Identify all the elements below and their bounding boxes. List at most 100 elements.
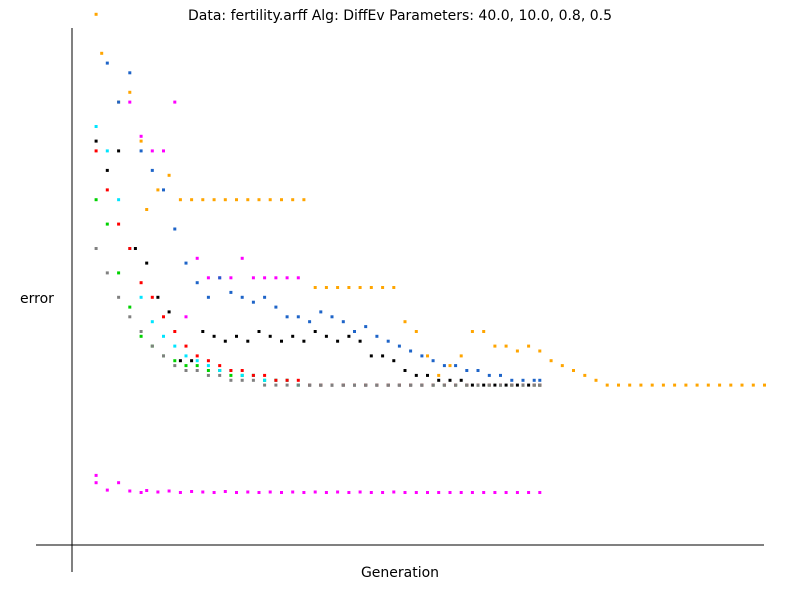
data-point xyxy=(167,310,171,314)
data-point xyxy=(105,61,109,65)
x-axis-label: Generation xyxy=(361,565,439,581)
data-point xyxy=(274,378,278,382)
data-point xyxy=(195,256,199,260)
data-point xyxy=(150,149,154,153)
data-point xyxy=(409,383,413,387)
data-point xyxy=(431,383,435,387)
data-point xyxy=(173,344,177,348)
data-point xyxy=(257,330,261,333)
data-point xyxy=(178,491,182,494)
data-point xyxy=(515,383,519,387)
data-point xyxy=(100,51,104,55)
data-point xyxy=(167,489,171,493)
data-point xyxy=(454,383,458,387)
data-point xyxy=(268,334,272,338)
data-point xyxy=(139,139,143,143)
data-point xyxy=(274,383,278,387)
data-point xyxy=(381,286,385,289)
data-point xyxy=(493,491,497,494)
data-point xyxy=(173,359,177,363)
data-point xyxy=(156,490,160,494)
data-point xyxy=(150,168,154,172)
data-point xyxy=(448,491,452,494)
data-point xyxy=(201,330,205,333)
data-point xyxy=(212,198,216,202)
data-point xyxy=(381,491,385,494)
data-point xyxy=(308,383,312,387)
data-point xyxy=(499,373,502,377)
data-point xyxy=(94,12,98,16)
data-point xyxy=(218,369,222,372)
data-point xyxy=(139,281,143,285)
data-point xyxy=(324,491,328,494)
data-point xyxy=(538,383,542,387)
data-point xyxy=(414,330,418,333)
data-point xyxy=(375,334,379,338)
data-point xyxy=(302,198,306,202)
data-point xyxy=(414,373,418,377)
data-point xyxy=(246,490,250,494)
data-point xyxy=(229,373,233,377)
data-point xyxy=(128,100,132,104)
data-point xyxy=(330,383,334,387)
data-point xyxy=(251,373,255,377)
data-point xyxy=(510,378,514,382)
data-point xyxy=(729,383,733,387)
data-point xyxy=(336,490,340,494)
data-point xyxy=(493,344,497,348)
data-point xyxy=(246,198,250,202)
data-point xyxy=(139,334,143,338)
data-point xyxy=(212,334,216,338)
data-point xyxy=(240,295,244,299)
data-point xyxy=(229,290,233,294)
data-point xyxy=(156,295,160,299)
data-point xyxy=(94,198,98,202)
data-point xyxy=(128,90,132,94)
data-point xyxy=(229,378,233,382)
data-point xyxy=(274,276,278,280)
data-point xyxy=(150,320,154,324)
data-point xyxy=(105,488,109,492)
data-point xyxy=(549,359,553,363)
data-point xyxy=(650,383,654,387)
data-point xyxy=(392,359,396,363)
data-point xyxy=(515,349,519,353)
data-point xyxy=(353,330,356,333)
data-point xyxy=(515,491,519,494)
data-point xyxy=(358,339,362,343)
data-point xyxy=(403,491,407,494)
data-point xyxy=(218,276,222,280)
data-point xyxy=(162,334,165,338)
data-point xyxy=(235,491,238,494)
data-point xyxy=(195,281,199,285)
data-point xyxy=(133,247,137,250)
data-point xyxy=(195,354,199,358)
data-point xyxy=(240,378,244,382)
data-point xyxy=(251,300,255,304)
data-point xyxy=(94,139,98,143)
data-point xyxy=(403,369,407,372)
data-point xyxy=(257,198,261,202)
data-point xyxy=(465,369,469,372)
data-point xyxy=(684,383,688,387)
data-point xyxy=(285,276,289,280)
data-point xyxy=(364,325,368,329)
data-point xyxy=(190,490,194,493)
data-point xyxy=(263,378,267,382)
data-point xyxy=(420,383,424,387)
data-point xyxy=(139,295,143,299)
data-point xyxy=(482,383,486,387)
data-point xyxy=(184,364,188,368)
data-point xyxy=(740,383,744,387)
data-point xyxy=(173,227,177,231)
data-point xyxy=(414,491,418,494)
data-point xyxy=(184,344,188,348)
data-point xyxy=(459,378,463,382)
data-point xyxy=(661,383,665,387)
data-point xyxy=(128,315,132,319)
data-point xyxy=(139,491,143,494)
data-point xyxy=(223,198,227,202)
data-point xyxy=(459,491,463,494)
data-point xyxy=(235,198,238,202)
data-point xyxy=(195,364,199,368)
